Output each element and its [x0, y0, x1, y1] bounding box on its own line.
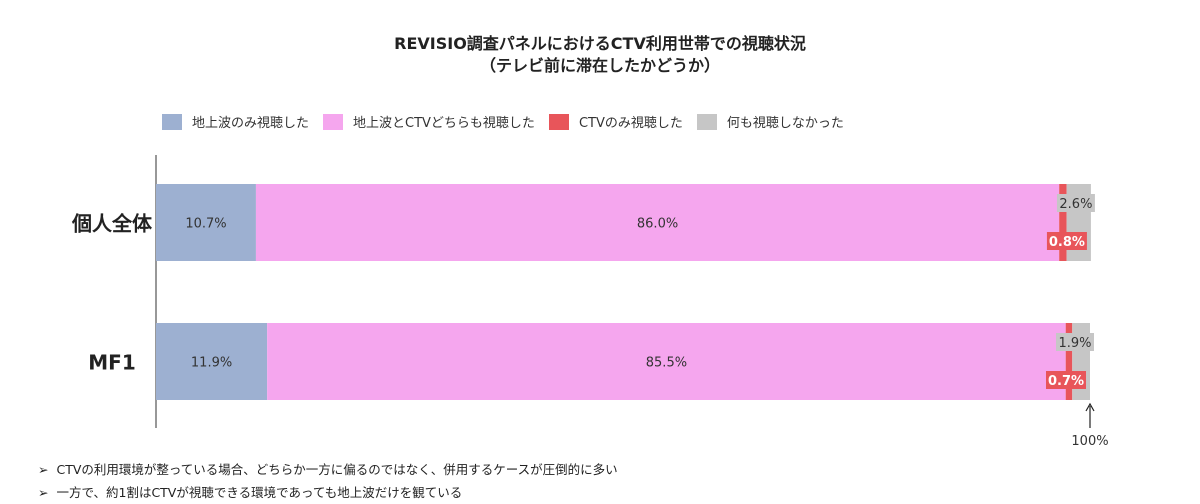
legend-item-terrestrial-only: 地上波のみ視聴した — [162, 112, 309, 131]
legend-label: CTVのみ視聴した — [578, 116, 683, 131]
bar-segment — [1065, 323, 1073, 400]
category-label: 個人全体 — [71, 212, 153, 236]
legend-swatch — [323, 113, 344, 130]
legend-swatch — [696, 113, 717, 130]
note-1: ➢ CTVの利用環境が整っている場合、どちらか一方に偏るのではなく、併用するケース… — [38, 459, 618, 478]
bullet-arrow-icon: ➢ — [38, 485, 49, 500]
note-text: CTVの利用環境が整っている場合、どちらか一方に偏るのではなく、併用するケースが… — [56, 462, 618, 477]
bar-segment — [1059, 184, 1067, 261]
legend: 地上波のみ視聴した 地上波とCTVどちらも視聴した CTVのみ視聴した 何も視聴… — [162, 112, 858, 131]
legend-swatch — [162, 113, 182, 130]
legend-label: 地上波とCTVどちらも視聴した — [353, 116, 535, 131]
data-label-box — [1046, 232, 1087, 250]
data-label: 10.7% — [185, 217, 226, 232]
data-label: 85.5% — [646, 356, 687, 371]
stacked-bar-chart: 個人全体 10.7% 86.0% 2.6% 0.8% MF1 11.9% 85.5% 1.9% 0… — [71, 155, 1109, 449]
legend-item-ctv-only: CTVのみ視聴した — [548, 112, 683, 131]
legend-label: 地上波のみ視聴した — [192, 116, 310, 131]
bullet-arrow-icon: ➢ — [38, 462, 49, 477]
legend-item-both: 地上波とCTVどちらも視聴した — [323, 112, 535, 131]
category-label: MF1 — [88, 351, 135, 375]
bar-segment — [156, 184, 256, 261]
bar-segment — [267, 323, 1066, 400]
data-label: 0.8% — [1049, 235, 1085, 250]
data-label-box — [1056, 333, 1094, 351]
data-label-box — [1046, 371, 1086, 389]
data-label: 2.6% — [1059, 197, 1092, 212]
end-marker-label: 100% — [1071, 434, 1108, 449]
bar-segment — [156, 323, 268, 400]
data-label: 1.9% — [1058, 336, 1091, 351]
note-text: 一方で、約1割はCTVが視聴できる環境であっても地上波だけを観ている — [56, 485, 463, 500]
bar-segment — [255, 184, 1060, 261]
data-label-box — [1056, 194, 1095, 212]
chart-subtitle: （テレビ前に滞在したかどうか） — [479, 56, 720, 75]
legend-label: 何も視聴しなかった — [726, 116, 844, 131]
chart-title: REVISIO調査パネルにおけるCTV利用世帯での視聴状況 — [394, 34, 806, 53]
data-label: 86.0% — [637, 217, 678, 232]
note-2: ➢ 一方で、約1割はCTVが視聴できる環境であっても地上波だけを観ている — [38, 482, 462, 501]
end-marker-arrowhead — [1085, 402, 1095, 412]
data-label: 11.9% — [191, 356, 232, 371]
data-label: 0.7% — [1048, 374, 1084, 389]
legend-item-none: 何も視聴しなかった — [696, 112, 844, 131]
legend-swatch — [548, 113, 569, 130]
